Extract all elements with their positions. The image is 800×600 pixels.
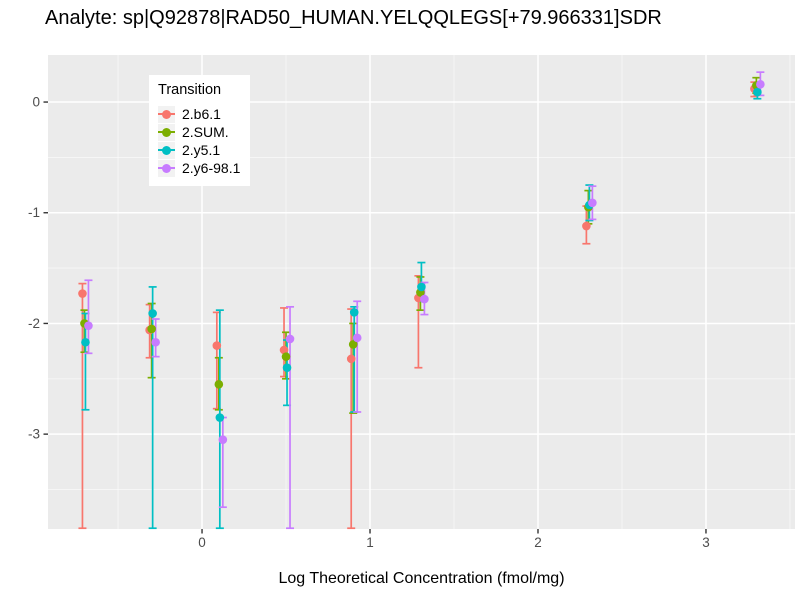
y-tick-label: -3 (28, 427, 40, 442)
x-axis-title: Log Theoretical Concentration (fmol/mg) (278, 570, 565, 587)
data-point (417, 282, 426, 292)
legend-item: 2.y6-98.1 (158, 159, 240, 177)
data-point (279, 345, 289, 355)
legend-item-label: 2.SUM. (182, 124, 229, 140)
legend-key-dot (162, 109, 171, 119)
data-point (78, 289, 87, 298)
legend-item-label: 2.b6.1 (182, 106, 221, 122)
data-point (756, 80, 765, 89)
legend-key-pointrange-icon (158, 105, 175, 123)
x-tick-label: 1 (366, 535, 374, 550)
y-tick-label: -2 (28, 316, 40, 331)
data-point (349, 308, 359, 317)
legend-item: 2.y5.1 (158, 141, 240, 159)
data-point (588, 198, 597, 208)
legend-key-dot (162, 145, 171, 155)
legend-item: 2.b6.1 (158, 105, 240, 123)
data-point (282, 363, 292, 373)
legend-key-pointrange-icon (158, 123, 175, 141)
data-point (214, 380, 224, 389)
x-tick-label: 0 (198, 535, 206, 550)
data-point (420, 294, 429, 304)
y-tick-label: 0 (32, 95, 40, 110)
data-point (582, 221, 591, 231)
data-point (281, 352, 291, 361)
legend-items: 2.b6.1 2.SUM. 2.y5.1 2.y6-98.1 (158, 105, 240, 177)
data-point (348, 340, 358, 349)
data-point (81, 337, 90, 347)
legend-key-dot (162, 163, 171, 173)
x-tick-label: 2 (534, 535, 542, 550)
plot-title: Analyte: sp|Q92878|RAD50_HUMAN.YELQQLEGS… (45, 7, 662, 29)
legend-key-pointrange-icon (158, 159, 175, 177)
y-tick-label: -1 (28, 205, 40, 220)
legend-item-label: 2.y6-98.1 (182, 160, 241, 176)
data-point (151, 337, 160, 347)
legend-key-pointrange-icon (158, 141, 175, 159)
legend-key-dot (162, 127, 171, 137)
data-point (212, 341, 222, 350)
data-point (753, 87, 762, 97)
legend-item: 2.SUM. (158, 123, 240, 141)
data-point (218, 435, 228, 444)
data-point (215, 413, 225, 422)
x-tick-label: 3 (702, 535, 710, 550)
data-point (148, 309, 157, 318)
legend-title: Transition (158, 82, 222, 98)
data-point (346, 354, 356, 364)
data-point (147, 324, 156, 334)
data-point (285, 334, 295, 344)
data-point (352, 333, 362, 343)
legend-item-label: 2.y5.1 (182, 142, 221, 158)
data-point (84, 321, 93, 330)
legend: Transition 2.b6.1 2.SUM. 2.y5.1 2.y6-98.1 (149, 75, 251, 186)
